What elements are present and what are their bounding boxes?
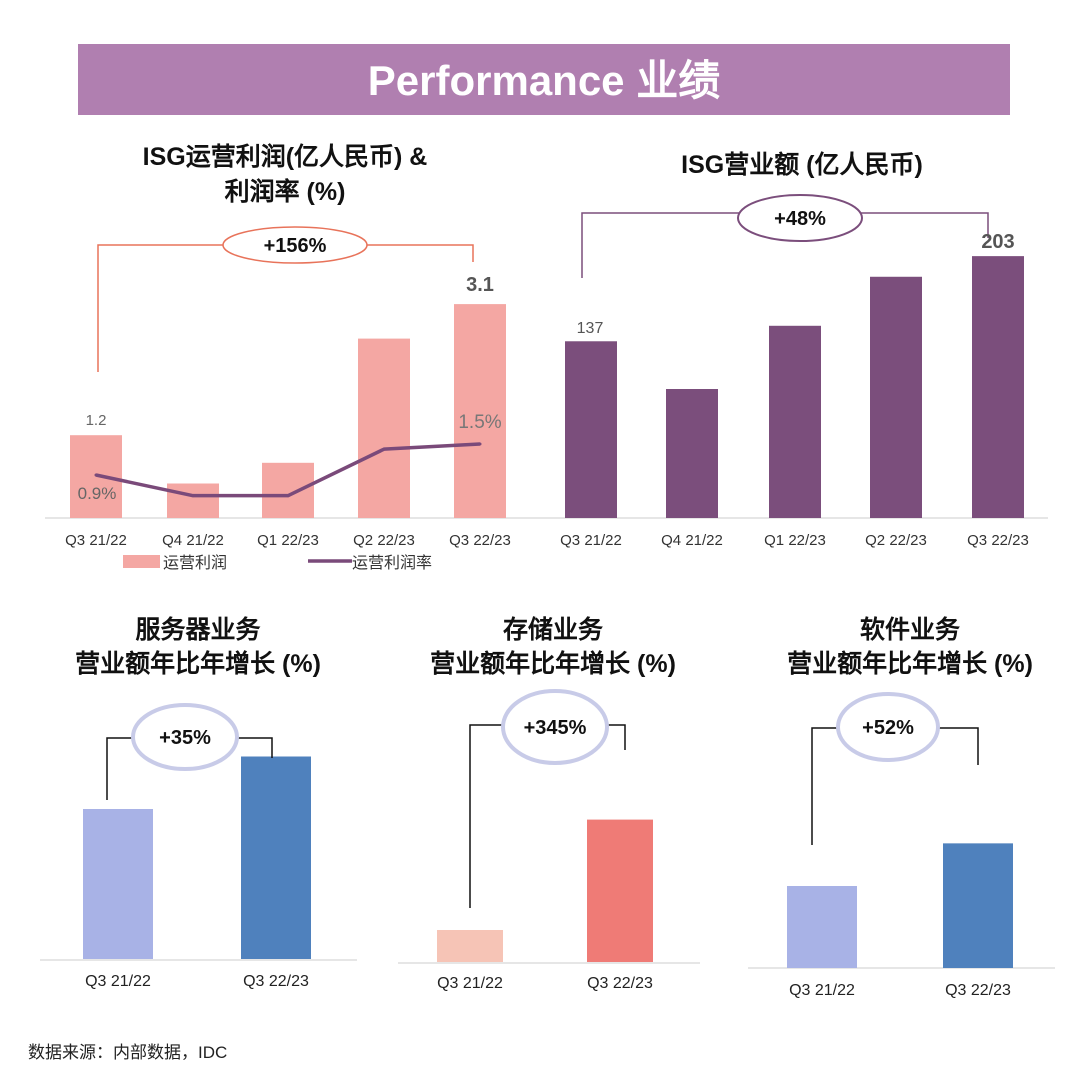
- bar: [358, 338, 410, 518]
- data-label: 0.9%: [78, 484, 117, 503]
- chart-title-line: ISG营业额 (亿人民币): [681, 151, 923, 179]
- data-label: 1.2: [86, 412, 107, 429]
- growth-badge: [836, 692, 940, 762]
- chart-title-line: 营业额年比年增长 (%): [430, 649, 676, 678]
- growth-label: +52%: [862, 717, 914, 739]
- x-tick-label: Q3 22/23: [243, 973, 309, 990]
- growth-bracket: [97, 244, 474, 372]
- chart-title-line: 利润率 (%): [225, 177, 346, 206]
- chart-title-line: 营业额年比年增长 (%): [75, 649, 321, 678]
- chart-title-line: ISG运营利润(亿人民币) &: [143, 142, 428, 171]
- legend-swatch-bar: [123, 555, 160, 568]
- growth-badge: [222, 226, 368, 264]
- legend-label: 运营利润率: [352, 554, 432, 572]
- growth-badge: [501, 689, 609, 765]
- bar: [587, 819, 653, 962]
- source-note: 数据来源：内部数据，IDC: [28, 1043, 227, 1062]
- line-point: [286, 494, 290, 498]
- data-label: 203: [981, 231, 1014, 253]
- x-tick-label: Q1 22/23: [257, 532, 319, 549]
- x-tick-label: Q4 21/22: [661, 532, 723, 549]
- line-point: [478, 442, 482, 446]
- bar: [787, 886, 857, 968]
- line-point: [94, 473, 98, 477]
- bar: [167, 483, 219, 518]
- x-tick-label: Q3 21/22: [560, 532, 622, 549]
- data-label: 137: [577, 320, 604, 337]
- x-tick-label: Q3 22/23: [945, 982, 1011, 999]
- x-tick-label: Q3 22/23: [587, 975, 653, 992]
- chart-title-line: 存储业务: [503, 615, 603, 644]
- x-tick-label: Q3 21/22: [437, 975, 503, 992]
- chart-title-line: 服务器业务: [135, 616, 260, 644]
- chart-title-line: 营业额年比年增长 (%): [787, 649, 1033, 678]
- growth-label: +345%: [524, 717, 587, 739]
- banner-title: Performance 业绩: [368, 57, 720, 104]
- x-tick-label: Q3 21/22: [65, 532, 127, 549]
- bar: [565, 341, 617, 518]
- x-tick-label: Q4 21/22: [162, 532, 224, 549]
- bar: [666, 389, 718, 518]
- bar: [241, 756, 311, 959]
- growth-label: +35%: [159, 727, 211, 749]
- bar: [870, 276, 922, 518]
- x-tick-label: Q3 21/22: [85, 973, 151, 990]
- line-point: [382, 447, 386, 451]
- bar: [83, 809, 153, 959]
- growth-badge: [131, 703, 239, 771]
- bar: [943, 843, 1013, 968]
- growth-badge: [737, 194, 863, 242]
- growth-label: +48%: [774, 208, 826, 230]
- data-label: 3.1: [466, 274, 494, 296]
- x-tick-label: Q3 22/23: [967, 532, 1029, 549]
- data-label: 1.5%: [458, 412, 501, 433]
- x-tick-label: Q3 22/23: [449, 532, 511, 549]
- x-tick-label: Q3 21/22: [789, 982, 855, 999]
- bar: [972, 256, 1024, 518]
- banner: [78, 44, 1010, 115]
- x-tick-label: Q1 22/23: [764, 532, 826, 549]
- legend-label: 运营利润: [163, 554, 227, 572]
- x-tick-label: Q2 22/23: [865, 532, 927, 549]
- chart-title-line: 软件业务: [860, 616, 960, 644]
- bar: [262, 462, 314, 518]
- bar: [769, 325, 821, 518]
- growth-label: +156%: [264, 235, 327, 257]
- bar: [437, 930, 503, 962]
- bar: [454, 304, 506, 518]
- x-tick-label: Q2 22/23: [353, 532, 415, 549]
- line-point: [191, 494, 195, 498]
